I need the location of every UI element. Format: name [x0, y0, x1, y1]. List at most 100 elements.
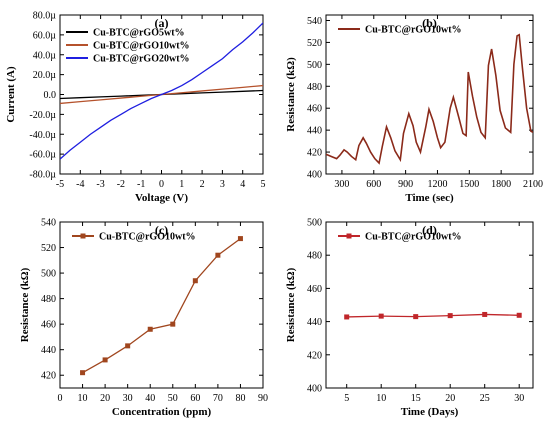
x-tick-label: 20: [445, 393, 455, 404]
y-tick-label: 480: [307, 82, 322, 93]
data-point: [378, 313, 384, 319]
data-point: [447, 313, 453, 319]
panel-label: (c): [155, 223, 168, 237]
y-axis-label: Resistance (kΩ): [285, 57, 297, 132]
x-tick-label: 20: [100, 393, 110, 404]
x-tick-label: 900: [398, 179, 413, 190]
y-tick-label: 500: [307, 218, 322, 229]
data-point: [344, 314, 350, 320]
chart-panel: 0 10 20 30 40 50 60 70 80 90 420 440 460 480 500 520 540…: [19, 218, 268, 419]
x-tick-label: 1800: [491, 179, 511, 190]
x-tick-label: 40: [145, 393, 155, 404]
legend-marker: [346, 233, 352, 239]
y-tick-label: 480: [41, 294, 56, 305]
plot-frame: [59, 221, 264, 389]
x-tick-label: 2: [200, 179, 205, 190]
x-tick-label: 1200: [427, 179, 447, 190]
y-tick-label: 480: [307, 251, 322, 262]
x-tick-label: 60: [190, 393, 200, 404]
data-point: [147, 326, 153, 332]
x-tick-label: 25: [480, 393, 490, 404]
data-point: [215, 252, 221, 258]
y-axis-label: Resistance (kΩ): [285, 267, 297, 342]
legend-label: Cu-BTC@rGO10wt%: [365, 25, 462, 36]
y-tick-label: 420: [41, 371, 56, 382]
series-line: [326, 33, 533, 165]
y-axis-label: Current (A): [5, 66, 17, 123]
legend-label: Cu-BTC@rGO20wt%: [93, 54, 190, 65]
x-tick-label: 30: [514, 393, 524, 404]
y-tick-label: 520: [307, 38, 322, 49]
x-tick-label: 50: [168, 393, 178, 404]
y-tick-label: -40.0µ: [29, 130, 56, 141]
series-line: [82, 238, 241, 374]
y-tick-label: 460: [41, 320, 56, 331]
legend-label: Cu-BTC@rGO10wt%: [93, 41, 190, 52]
y-axis-label: Resistance (kΩ): [19, 267, 31, 342]
x-tick-label: 70: [213, 393, 223, 404]
y-tick-label: 400: [307, 170, 322, 181]
panel-label: (a): [155, 16, 169, 30]
x-tick-label: 80: [235, 393, 245, 404]
chart-panel: 5 10 15 20 25 30 400 420 440 460 480 500 Time (Days)…: [285, 218, 534, 418]
data-point: [192, 278, 198, 284]
panel-label: (b): [422, 16, 437, 30]
y-tick-label: 420: [307, 148, 322, 159]
chart-panel: 300 600 900 1200 1500 1800 2100 400 420 440 460 480…: [285, 14, 543, 204]
x-axis-label: Time (sec): [405, 192, 454, 204]
y-tick-label: 460: [307, 104, 322, 115]
series-line: [60, 22, 263, 160]
x-tick-label: 30: [123, 393, 133, 404]
x-tick-label: 600: [366, 179, 381, 190]
x-axis-label: Time (Days): [401, 406, 459, 418]
legend-label: Cu-BTC@rGO5wt%: [93, 28, 185, 39]
x-tick-label: -5: [56, 179, 64, 190]
x-tick-label: 2100: [523, 179, 543, 190]
x-tick-label: 90: [258, 393, 268, 404]
y-tick-label: 0.0: [44, 90, 57, 101]
series-line: [346, 313, 520, 318]
legend-label: Cu-BTC@rGO10wt%: [99, 232, 196, 243]
data-point: [125, 343, 131, 349]
x-tick-label: 4: [240, 179, 245, 190]
data-point: [516, 312, 522, 318]
data-point: [170, 321, 176, 327]
x-tick-label: 15: [411, 393, 421, 404]
x-tick-label: 10: [376, 393, 386, 404]
y-tick-label: 440: [307, 317, 322, 328]
legend-label: Cu-BTC@rGO10wt%: [365, 232, 462, 243]
y-tick-label: 400: [307, 384, 322, 395]
x-tick-label: -1: [137, 179, 145, 190]
data-point: [482, 311, 488, 317]
y-tick-label: 40.0µ: [33, 50, 57, 61]
y-tick-label: 460: [307, 284, 322, 295]
data-point: [80, 370, 86, 376]
y-tick-label: 520: [41, 243, 56, 254]
x-tick-label: 1: [179, 179, 184, 190]
x-tick-label: 10: [78, 393, 88, 404]
data-point: [413, 314, 419, 320]
y-tick-label: 420: [307, 350, 322, 361]
x-tick-label: -3: [96, 179, 104, 190]
plot-frame: [325, 14, 534, 175]
y-tick-label: 440: [41, 345, 56, 356]
x-tick-label: 0: [58, 393, 63, 404]
y-tick-label: -60.0µ: [29, 150, 56, 161]
y-tick-label: -80.0µ: [29, 170, 56, 181]
x-axis-label: Concentration (ppm): [112, 406, 212, 418]
x-tick-label: 300: [334, 179, 349, 190]
panel-label: (d): [422, 223, 437, 237]
data-point: [237, 236, 243, 242]
x-tick-label: 3: [220, 179, 225, 190]
y-tick-label: 440: [307, 126, 322, 137]
y-tick-label: -20.0µ: [29, 110, 56, 121]
y-tick-label: 540: [41, 218, 56, 229]
x-tick-label: 0: [159, 179, 164, 190]
y-tick-label: 500: [307, 60, 322, 71]
x-tick-label: 5: [344, 393, 349, 404]
x-tick-label: -4: [76, 179, 84, 190]
x-tick-label: 5: [261, 179, 266, 190]
x-axis-label: Voltage (V): [135, 192, 188, 204]
y-tick-label: 20.0µ: [33, 70, 57, 81]
